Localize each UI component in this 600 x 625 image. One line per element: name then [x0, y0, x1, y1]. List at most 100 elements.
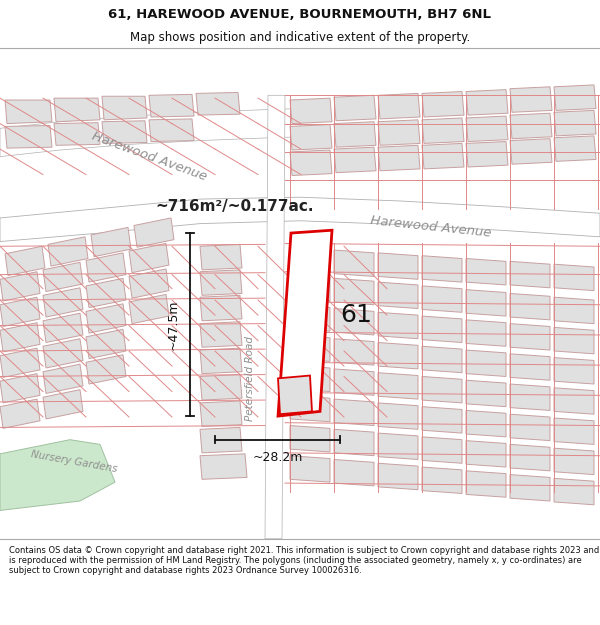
Polygon shape [466, 350, 506, 376]
Polygon shape [422, 376, 462, 403]
Polygon shape [466, 411, 506, 437]
Polygon shape [422, 91, 464, 117]
Polygon shape [554, 264, 594, 291]
Polygon shape [378, 120, 420, 145]
Polygon shape [554, 136, 596, 161]
Polygon shape [200, 428, 242, 453]
Polygon shape [466, 89, 508, 115]
Polygon shape [43, 389, 83, 419]
Polygon shape [0, 439, 115, 511]
Polygon shape [200, 244, 242, 270]
Polygon shape [554, 298, 594, 324]
Polygon shape [554, 418, 594, 444]
Text: Harewood Avenue: Harewood Avenue [90, 129, 209, 183]
Polygon shape [200, 401, 242, 426]
Polygon shape [422, 467, 462, 494]
Polygon shape [0, 399, 40, 428]
Polygon shape [554, 328, 594, 354]
Polygon shape [334, 95, 376, 121]
Polygon shape [510, 384, 550, 411]
Polygon shape [378, 253, 418, 279]
Polygon shape [378, 372, 418, 399]
Polygon shape [334, 148, 376, 173]
Polygon shape [378, 145, 420, 171]
Polygon shape [510, 261, 550, 288]
Polygon shape [378, 403, 418, 429]
Polygon shape [422, 286, 462, 312]
Polygon shape [466, 116, 508, 141]
Polygon shape [378, 342, 418, 369]
Polygon shape [422, 407, 462, 433]
Polygon shape [290, 426, 330, 452]
Polygon shape [134, 218, 174, 248]
Polygon shape [86, 329, 126, 359]
Text: 61, HAREWOOD AVENUE, BOURNEMOUTH, BH7 6NL: 61, HAREWOOD AVENUE, BOURNEMOUTH, BH7 6N… [109, 8, 491, 21]
Polygon shape [5, 126, 52, 148]
Polygon shape [422, 143, 464, 169]
Polygon shape [278, 376, 312, 414]
Polygon shape [129, 269, 169, 298]
Polygon shape [378, 282, 418, 309]
Polygon shape [290, 246, 330, 272]
Polygon shape [554, 478, 594, 505]
Polygon shape [334, 459, 374, 486]
Polygon shape [378, 312, 418, 339]
Polygon shape [149, 119, 194, 141]
Polygon shape [196, 92, 240, 115]
Polygon shape [48, 237, 88, 266]
Polygon shape [43, 288, 83, 317]
Polygon shape [149, 94, 194, 117]
Text: Petersfield Road: Petersfield Road [245, 336, 255, 421]
Polygon shape [290, 335, 330, 361]
Polygon shape [86, 278, 126, 308]
Polygon shape [378, 463, 418, 490]
Polygon shape [290, 150, 332, 176]
Polygon shape [43, 339, 83, 368]
Polygon shape [54, 98, 100, 122]
Polygon shape [200, 348, 242, 374]
Polygon shape [334, 278, 374, 305]
Polygon shape [5, 246, 45, 276]
Polygon shape [422, 346, 462, 372]
Polygon shape [466, 441, 506, 467]
Polygon shape [290, 365, 330, 391]
Polygon shape [554, 388, 594, 414]
Polygon shape [0, 298, 40, 326]
Polygon shape [290, 305, 330, 331]
Polygon shape [334, 309, 374, 335]
Polygon shape [466, 380, 506, 407]
Polygon shape [378, 93, 420, 119]
Polygon shape [200, 296, 242, 321]
Polygon shape [554, 85, 596, 111]
Text: 61: 61 [340, 302, 372, 327]
Polygon shape [290, 456, 330, 482]
Polygon shape [510, 474, 550, 501]
Polygon shape [334, 339, 374, 365]
Polygon shape [102, 96, 147, 120]
Polygon shape [102, 121, 147, 143]
Polygon shape [5, 100, 52, 124]
Polygon shape [334, 122, 376, 148]
Polygon shape [43, 313, 83, 342]
Polygon shape [86, 253, 126, 282]
Polygon shape [554, 357, 594, 384]
Polygon shape [334, 369, 374, 396]
Polygon shape [0, 109, 300, 157]
Polygon shape [334, 250, 374, 276]
Text: ~28.2m: ~28.2m [253, 451, 302, 464]
Polygon shape [510, 414, 550, 441]
Text: ~716m²/~0.177ac.: ~716m²/~0.177ac. [155, 199, 314, 214]
Text: Contains OS data © Crown copyright and database right 2021. This information is : Contains OS data © Crown copyright and d… [9, 546, 599, 576]
Polygon shape [510, 324, 550, 350]
Polygon shape [290, 124, 332, 150]
Polygon shape [200, 454, 247, 479]
Polygon shape [334, 399, 374, 426]
Polygon shape [510, 294, 550, 320]
Text: ~47.5m: ~47.5m [167, 299, 180, 350]
Polygon shape [334, 429, 374, 456]
Polygon shape [422, 256, 462, 282]
Polygon shape [290, 274, 330, 301]
Polygon shape [422, 118, 464, 143]
Polygon shape [265, 95, 285, 539]
Polygon shape [200, 270, 242, 296]
